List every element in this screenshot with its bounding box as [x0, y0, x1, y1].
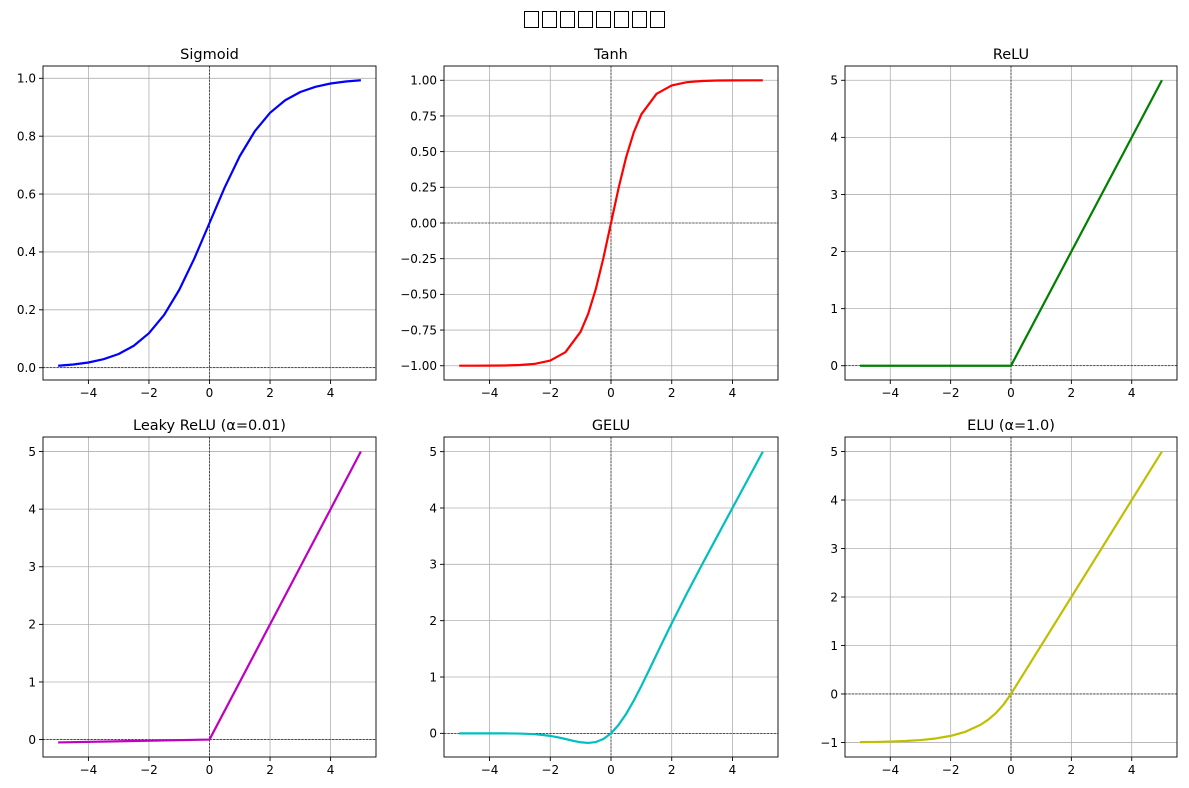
x-tick-label: −4: [80, 763, 98, 777]
y-tick-label: 1: [429, 670, 437, 684]
y-tick-label: 2: [429, 614, 437, 628]
subplot-5: −4 −2 0 2 4 0 1 2 3 4 5 GELU: [429, 418, 779, 777]
x-tick-label: 4: [729, 763, 737, 777]
x-tick-label: 4: [1128, 386, 1136, 400]
y-tick-label: 1: [830, 302, 838, 316]
suptitle-glyph-box: [632, 10, 647, 28]
series-line: [58, 451, 362, 744]
subplot-title: Leaky ReLU (α=0.01): [133, 418, 286, 434]
subplot-title: Tanh: [593, 47, 628, 63]
x-tick-label: 4: [729, 386, 737, 400]
y-tick-label: 0.4: [17, 245, 36, 259]
y-tick-label: 0: [830, 687, 838, 701]
x-tick-label: −2: [140, 386, 158, 400]
x-tick-label: 2: [668, 386, 676, 400]
x-tick-label: 0: [1007, 763, 1015, 777]
subplot-6: −4 −2 0 2 4 −1 0 1 2 3 4 5 ELU (α=1.0): [820, 418, 1178, 777]
y-tick-label: 0.6: [17, 187, 36, 201]
x-tick-label: 4: [327, 763, 335, 777]
x-tick-label: 2: [1068, 763, 1076, 777]
x-tick-label: 2: [668, 763, 676, 777]
x-tick-label: −4: [80, 386, 98, 400]
y-tick-label: −1.00: [400, 359, 437, 373]
series-line: [58, 79, 361, 367]
x-tick-label: −4: [481, 386, 499, 400]
y-tick-label: 0.50: [410, 145, 437, 159]
y-tick-label: 0.8: [17, 129, 36, 143]
y-tick-label: 0: [830, 359, 838, 373]
y-tick-label: −0.75: [400, 323, 437, 337]
y-tick-label: 2: [28, 618, 36, 632]
subplot-4: −4 −2 0 2 4 0 1 2 3 4 5 Leaky ReLU (α=0.01): [28, 418, 377, 777]
suptitle-glyph-box: [614, 10, 629, 28]
y-tick-label: 2: [830, 590, 838, 604]
subplot-1: −4 −2 0 2 4 0.0 0.2 0.4 0.6 0.8 1.0 Sigmoid: [17, 47, 377, 400]
suptitle-glyph-box: [650, 10, 665, 28]
x-tick-label: −4: [881, 386, 899, 400]
series-line: [459, 79, 763, 367]
x-tick-label: −2: [541, 763, 559, 777]
y-tick-label: 0.2: [17, 303, 36, 317]
y-tick-label: 4: [429, 501, 437, 515]
suptitle-glyph-box: [560, 10, 575, 28]
y-tick-label: 0.0: [17, 361, 36, 375]
x-tick-label: 2: [1068, 386, 1076, 400]
subplot-2: −4 −2 0 2 4 −1.00 −0.75 −0.50 −0.25 0.00 0.25 0.50 0…: [400, 47, 779, 400]
y-tick-label: −0.50: [400, 288, 437, 302]
y-tick-label: 1.00: [410, 74, 437, 88]
x-tick-label: −2: [942, 386, 960, 400]
y-tick-label: 3: [830, 542, 838, 556]
figure-suptitle: [0, 4, 1189, 34]
y-tick-label: 5: [830, 445, 838, 459]
x-tick-label: 0: [1007, 386, 1015, 400]
x-tick-label: 0: [206, 763, 214, 777]
y-tick-label: 3: [28, 560, 36, 574]
y-tick-label: 4: [830, 493, 838, 507]
subplot-title: ReLU: [993, 47, 1029, 63]
x-tick-label: 0: [206, 386, 214, 400]
suptitle-glyph-box: [578, 10, 593, 28]
y-tick-label: 0: [28, 733, 36, 747]
subplot-title: GELU: [592, 418, 630, 434]
y-tick-label: 1: [830, 639, 838, 653]
subplot-title: ELU (α=1.0): [967, 418, 1055, 434]
y-tick-label: 1: [28, 675, 36, 689]
y-tick-label: −1: [820, 736, 838, 750]
y-tick-label: 2: [830, 245, 838, 259]
x-tick-label: 2: [266, 386, 274, 400]
y-tick-label: 3: [429, 558, 437, 572]
series-line: [459, 451, 764, 745]
suptitle-glyph-box: [542, 10, 557, 28]
x-tick-label: −4: [481, 763, 499, 777]
y-tick-label: 0: [429, 727, 437, 741]
x-tick-label: 4: [327, 386, 335, 400]
x-tick-label: −2: [541, 386, 559, 400]
y-tick-label: 5: [429, 445, 437, 459]
subplot-title: Sigmoid: [180, 47, 239, 63]
subplot-3: −4 −2 0 2 4 0 1 2 3 4 5 ReLU: [830, 47, 1178, 400]
y-tick-label: 0.75: [410, 109, 437, 123]
series-line: [860, 450, 1163, 744]
x-tick-label: 4: [1128, 763, 1136, 777]
series-line: [860, 79, 1163, 367]
y-tick-label: 0.00: [410, 216, 437, 230]
y-tick-label: 5: [28, 445, 36, 459]
x-tick-label: 0: [607, 763, 615, 777]
x-tick-label: −2: [140, 763, 158, 777]
x-tick-label: 2: [266, 763, 274, 777]
y-tick-label: 4: [28, 502, 36, 516]
x-tick-label: −2: [942, 763, 960, 777]
suptitle-glyph-box: [596, 10, 611, 28]
y-tick-label: 5: [830, 74, 838, 88]
y-tick-label: −0.25: [400, 252, 437, 266]
y-tick-label: 3: [830, 188, 838, 202]
y-tick-label: 4: [830, 131, 838, 145]
x-tick-label: −4: [881, 763, 899, 777]
x-tick-label: 0: [607, 386, 615, 400]
suptitle-glyph-box: [524, 10, 539, 28]
y-tick-label: 0.25: [410, 181, 437, 195]
y-tick-label: 1.0: [17, 72, 36, 86]
